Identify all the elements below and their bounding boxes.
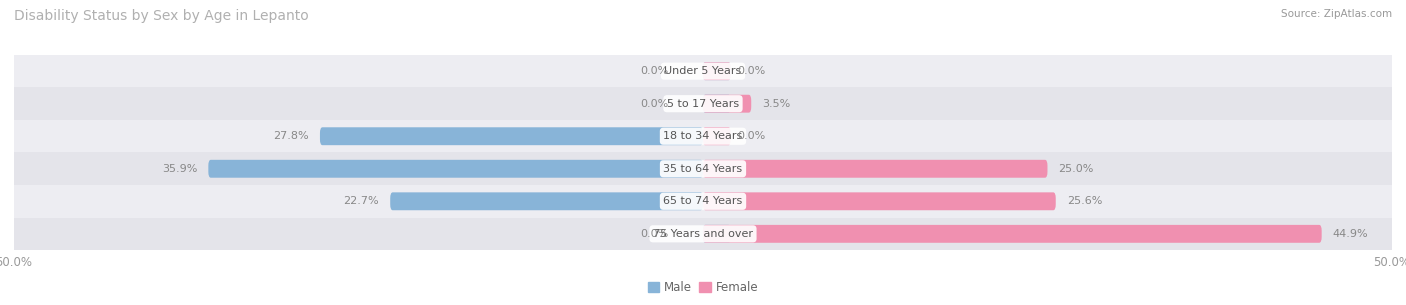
Text: Under 5 Years: Under 5 Years — [665, 66, 741, 76]
FancyBboxPatch shape — [703, 160, 1047, 178]
Text: 22.7%: 22.7% — [343, 196, 380, 206]
Text: 0.0%: 0.0% — [738, 131, 766, 141]
Text: 25.6%: 25.6% — [1067, 196, 1102, 206]
FancyBboxPatch shape — [703, 127, 731, 145]
Text: 0.0%: 0.0% — [738, 66, 766, 76]
FancyBboxPatch shape — [703, 62, 731, 80]
Text: 27.8%: 27.8% — [273, 131, 309, 141]
FancyBboxPatch shape — [703, 192, 1056, 210]
FancyBboxPatch shape — [391, 192, 703, 210]
Text: 0.0%: 0.0% — [640, 99, 669, 109]
Text: 44.9%: 44.9% — [1333, 229, 1368, 239]
Bar — [14, 88, 1392, 120]
Text: Source: ZipAtlas.com: Source: ZipAtlas.com — [1281, 9, 1392, 19]
Text: 35 to 64 Years: 35 to 64 Years — [664, 164, 742, 174]
FancyBboxPatch shape — [703, 225, 1322, 243]
FancyBboxPatch shape — [703, 62, 731, 80]
FancyBboxPatch shape — [321, 127, 703, 145]
Text: 18 to 34 Years: 18 to 34 Years — [664, 131, 742, 141]
Bar — [14, 217, 1392, 250]
Text: 0.0%: 0.0% — [640, 229, 669, 239]
Text: Disability Status by Sex by Age in Lepanto: Disability Status by Sex by Age in Lepan… — [14, 9, 309, 23]
Text: 25.0%: 25.0% — [1059, 164, 1094, 174]
Text: 35.9%: 35.9% — [162, 164, 197, 174]
FancyBboxPatch shape — [703, 95, 751, 113]
Text: 75 Years and over: 75 Years and over — [652, 229, 754, 239]
Bar — [14, 120, 1392, 152]
Legend: Male, Female: Male, Female — [643, 276, 763, 299]
FancyBboxPatch shape — [703, 95, 731, 113]
Bar — [14, 152, 1392, 185]
FancyBboxPatch shape — [703, 225, 731, 243]
Bar — [14, 55, 1392, 88]
Text: 3.5%: 3.5% — [762, 99, 790, 109]
Bar — [14, 185, 1392, 217]
Text: 5 to 17 Years: 5 to 17 Years — [666, 99, 740, 109]
Text: 65 to 74 Years: 65 to 74 Years — [664, 196, 742, 206]
FancyBboxPatch shape — [208, 160, 703, 178]
Text: 0.0%: 0.0% — [640, 66, 669, 76]
